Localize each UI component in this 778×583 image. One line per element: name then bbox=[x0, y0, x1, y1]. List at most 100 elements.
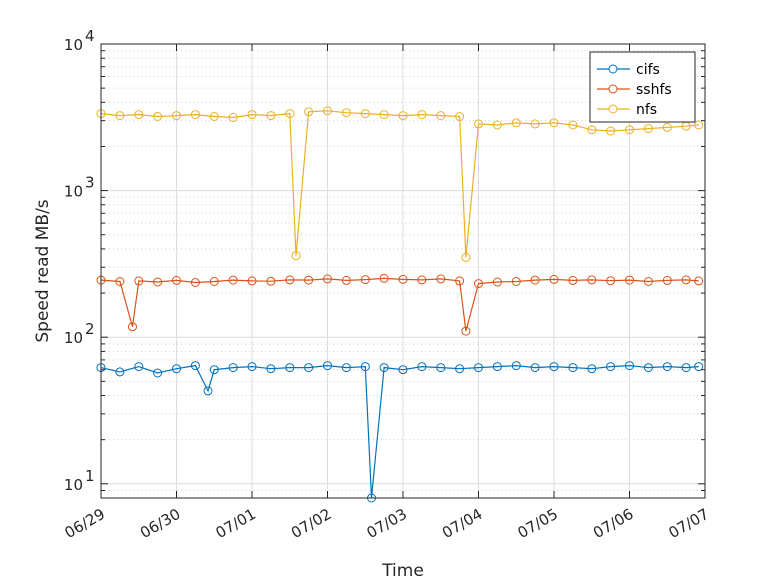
data-point-nfs bbox=[474, 119, 483, 129]
data-point-nfs bbox=[625, 125, 634, 135]
data-point-cifs bbox=[417, 362, 427, 372]
data-point-nfs bbox=[492, 120, 502, 130]
data-point-cifs bbox=[587, 364, 597, 374]
data-point-sshfs bbox=[134, 276, 144, 286]
data-point-cifs bbox=[436, 363, 446, 373]
data-point-cifs bbox=[492, 362, 502, 372]
data-point-cifs bbox=[455, 364, 465, 374]
data-point-sshfs bbox=[341, 275, 351, 285]
data-point-cifs bbox=[153, 368, 163, 378]
data-point-cifs bbox=[341, 363, 351, 373]
data-point-cifs bbox=[530, 363, 540, 373]
tick-layer bbox=[100, 43, 706, 498]
data-point-sshfs bbox=[511, 277, 521, 286]
data-point-sshfs bbox=[115, 277, 125, 286]
data-point-nfs bbox=[323, 106, 332, 116]
data-point-cifs bbox=[172, 364, 181, 374]
series-line-cifs bbox=[100, 364, 699, 499]
data-point-nfs bbox=[341, 108, 351, 118]
data-point-nfs bbox=[606, 126, 616, 136]
data-point-sshfs bbox=[228, 275, 238, 285]
y-tick-label: 10 bbox=[64, 183, 83, 201]
legend-label-nfs: nfs bbox=[636, 102, 657, 118]
data-point-sshfs bbox=[285, 275, 295, 285]
series-cifs bbox=[96, 361, 704, 503]
data-point-sshfs bbox=[172, 275, 181, 285]
data-point-nfs bbox=[398, 111, 408, 121]
legend-box bbox=[589, 51, 696, 123]
legend-marker-cifs bbox=[608, 64, 618, 74]
data-point-nfs bbox=[228, 113, 238, 122]
data-point-sshfs bbox=[549, 274, 559, 284]
data-point-sshfs bbox=[209, 277, 219, 286]
data-point-cifs bbox=[247, 362, 257, 372]
y-tick-label: 10 bbox=[64, 36, 83, 54]
data-point-sshfs bbox=[128, 322, 137, 332]
data-point-sshfs bbox=[247, 276, 257, 286]
data-point-cifs bbox=[304, 363, 314, 373]
y-tick-label: 10 bbox=[64, 476, 83, 494]
data-point-nfs bbox=[360, 109, 370, 119]
y-tick-exponent: 4 bbox=[85, 27, 95, 45]
data-point-sshfs bbox=[606, 276, 616, 286]
data-point-cifs bbox=[643, 363, 653, 373]
data-point-sshfs bbox=[625, 275, 634, 285]
data-point-nfs bbox=[643, 124, 653, 134]
y-tick-exponent: 3 bbox=[85, 174, 95, 192]
data-point-nfs bbox=[455, 112, 465, 121]
data-point-sshfs bbox=[323, 274, 332, 284]
data-point-nfs bbox=[247, 110, 257, 120]
data-point-nfs bbox=[134, 110, 144, 120]
y-tick-exponent: 1 bbox=[85, 467, 95, 485]
data-point-cifs bbox=[379, 363, 389, 373]
data-point-cifs bbox=[662, 362, 672, 372]
data-point-nfs bbox=[530, 119, 540, 129]
data-point-sshfs bbox=[568, 275, 578, 285]
data-point-nfs bbox=[209, 112, 219, 121]
series-nfs bbox=[96, 106, 704, 262]
series-sshfs bbox=[96, 273, 704, 336]
data-point-sshfs bbox=[190, 278, 200, 287]
legend-label-cifs: cifs bbox=[636, 62, 660, 78]
data-point-cifs bbox=[568, 363, 578, 373]
data-point-nfs bbox=[461, 252, 471, 262]
series-line-nfs bbox=[100, 110, 699, 258]
data-point-sshfs bbox=[360, 275, 370, 285]
data-point-cifs bbox=[203, 386, 213, 396]
legend-marker-nfs bbox=[608, 104, 618, 114]
data-point-nfs bbox=[436, 111, 446, 121]
data-point-nfs bbox=[291, 251, 301, 261]
x-axis-label: Time bbox=[381, 561, 424, 581]
legend-marker-sshfs bbox=[608, 84, 618, 94]
data-point-sshfs bbox=[492, 277, 502, 287]
data-point-sshfs bbox=[455, 276, 465, 286]
data-point-nfs bbox=[115, 111, 125, 121]
data-point-nfs bbox=[304, 107, 314, 117]
data-point-nfs bbox=[511, 118, 521, 128]
data-point-cifs bbox=[398, 365, 408, 375]
data-point-nfs bbox=[568, 120, 578, 130]
data-point-sshfs bbox=[681, 275, 691, 285]
data-point-sshfs bbox=[474, 279, 483, 289]
data-point-sshfs bbox=[304, 275, 314, 285]
data-point-cifs bbox=[474, 363, 483, 373]
data-point-cifs bbox=[323, 361, 332, 371]
data-point-cifs bbox=[549, 362, 559, 372]
data-point-nfs bbox=[587, 125, 597, 135]
data-point-nfs bbox=[266, 111, 276, 121]
data-point-nfs bbox=[662, 122, 672, 132]
data-point-sshfs bbox=[587, 275, 597, 285]
data-point-nfs bbox=[549, 118, 559, 128]
data-point-cifs bbox=[625, 361, 634, 371]
data-point-sshfs bbox=[461, 326, 471, 336]
data-point-nfs bbox=[417, 110, 427, 120]
data-point-sshfs bbox=[530, 275, 540, 285]
data-point-sshfs bbox=[662, 275, 672, 285]
data-point-cifs bbox=[115, 367, 125, 377]
data-point-cifs bbox=[134, 362, 144, 372]
data-point-nfs bbox=[172, 111, 181, 121]
data-point-cifs bbox=[266, 364, 276, 374]
data-point-nfs bbox=[379, 110, 389, 120]
